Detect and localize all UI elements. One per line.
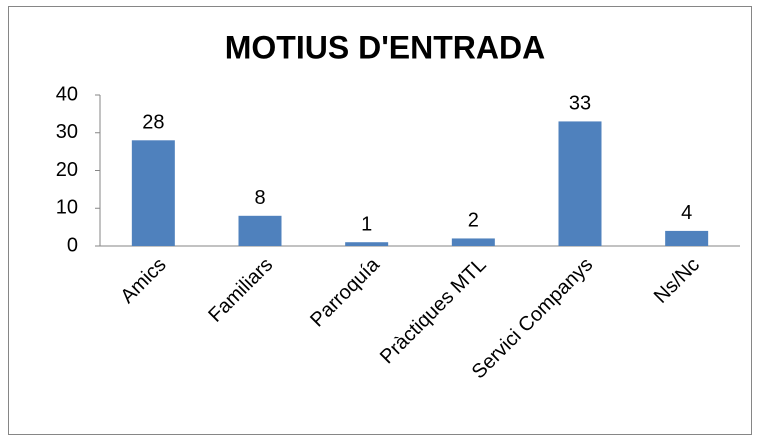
y-tick-label: 20 <box>56 159 78 181</box>
data-label: 33 <box>569 93 591 115</box>
data-label: 1 <box>361 214 372 236</box>
y-tick-label: 30 <box>56 121 78 143</box>
y-tick-label: 40 <box>56 83 78 105</box>
y-tick-label: 10 <box>56 197 78 219</box>
y-tick-label: 0 <box>67 234 78 256</box>
bar <box>451 238 495 246</box>
data-label: 2 <box>468 210 479 232</box>
chart-border <box>8 6 752 435</box>
data-label: 28 <box>142 112 164 134</box>
bar <box>665 230 709 246</box>
data-label: 8 <box>254 187 265 209</box>
chart-title: MOTIUS D'ENTRADA <box>225 29 545 65</box>
bar <box>131 140 175 246</box>
bar <box>345 242 389 246</box>
data-label: 4 <box>681 202 692 224</box>
bar <box>238 215 282 246</box>
bar <box>558 121 602 246</box>
